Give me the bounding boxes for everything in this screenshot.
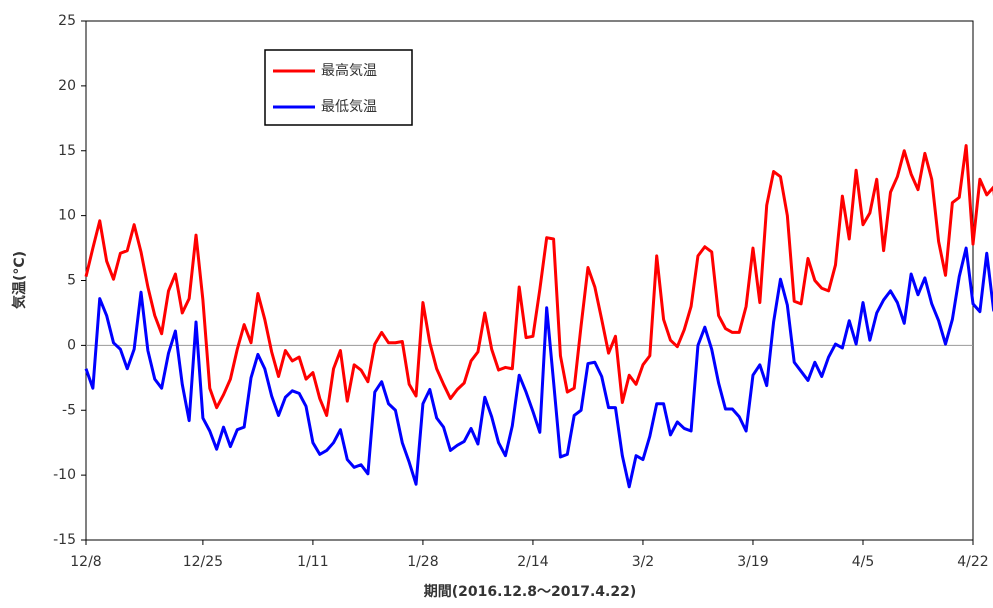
y-tick-label: -15 — [53, 532, 76, 548]
y-tick-label: -5 — [62, 402, 76, 418]
legend-label: 最高気温 — [321, 62, 377, 79]
x-tick-label: 1/28 — [407, 554, 438, 570]
y-tick-label: 20 — [58, 78, 76, 94]
y-tick-label: 15 — [58, 143, 76, 159]
x-tick-label: 12/8 — [70, 554, 101, 570]
y-tick-label: 10 — [58, 208, 76, 224]
legend-box — [264, 49, 413, 126]
y-tick-label: 5 — [67, 273, 76, 289]
series-line — [84, 246, 993, 489]
y-tick-label: -10 — [53, 467, 76, 483]
x-tick-label: 4/5 — [852, 554, 875, 570]
x-tick-label: 3/19 — [737, 554, 768, 570]
x-tick-label: 2/14 — [517, 554, 549, 570]
y-tick-label: 25 — [58, 13, 76, 29]
x-axis-label: 期間(2016.12.8～2017.4.22) — [424, 584, 636, 600]
y-tick-label: 0 — [67, 337, 76, 353]
x-tick-label: 12/25 — [183, 554, 223, 570]
legend-label: 最低気温 — [321, 99, 377, 115]
series-line — [84, 144, 993, 417]
x-tick-label: 1/11 — [297, 554, 328, 570]
x-tick-label: 3/2 — [632, 554, 655, 570]
plot-frame — [85, 20, 974, 541]
y-axis-label: 気温(°C) — [11, 251, 28, 309]
x-tick-label: 4/22 — [957, 554, 988, 570]
